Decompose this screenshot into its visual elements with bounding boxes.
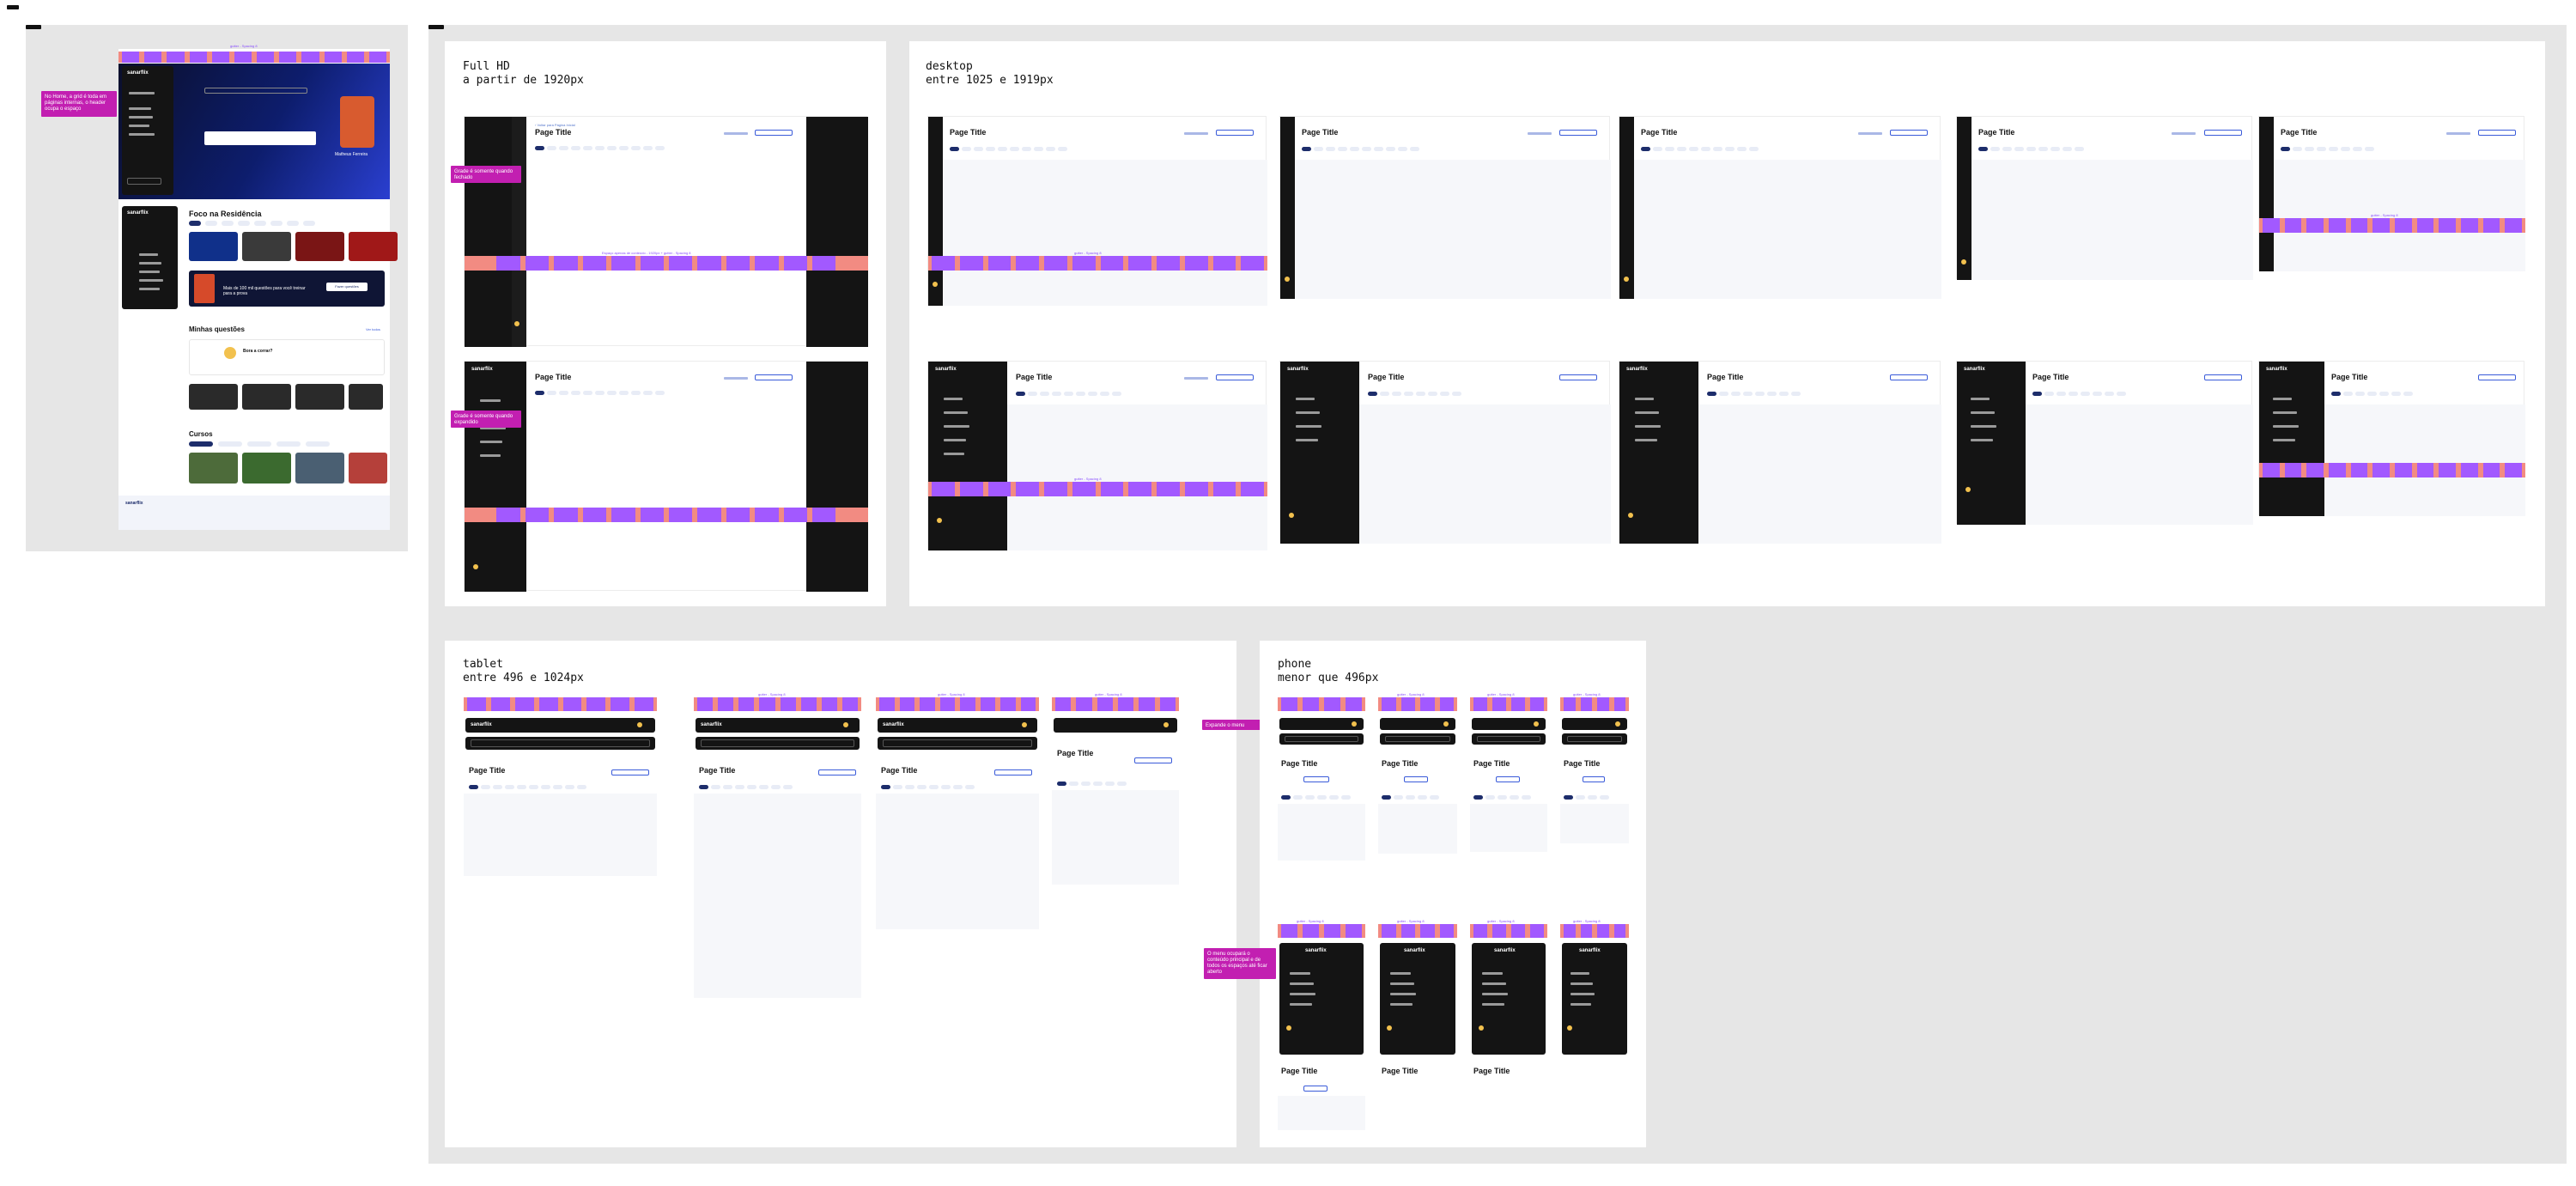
device-phone-5: gutter - Spacing 8 sanarflix Page Title xyxy=(1278,919,1365,1130)
device-desktop-10: sanarflix Page Title xyxy=(2258,361,2525,516)
cursos-cards xyxy=(189,453,387,484)
frame-label-breakpoints xyxy=(428,25,444,29)
questoes-cards xyxy=(189,384,383,410)
frame-label-home xyxy=(26,25,41,29)
gutter-label: gutter - Spacing 8 xyxy=(230,44,258,48)
note-left: No Home, a grid é toda em páginas intern… xyxy=(41,91,117,117)
sidebar: sanarflix xyxy=(122,66,173,195)
device-phone-4: gutter - Spacing 8 Page Title xyxy=(1560,692,1629,843)
premium-button[interactable] xyxy=(127,178,161,185)
home-mockup: gutter - Spacing 8 sanarflix Matheus Fer… xyxy=(118,44,398,530)
device-desktop-3: Page Title xyxy=(1619,116,1941,299)
note-phone: O menu ocupará o conteúdo principal e de… xyxy=(1204,948,1276,979)
section-questoes: Minhas questões xyxy=(189,325,245,333)
device-desktop-6: sanarflix Page Title gutter - Spacing 8 xyxy=(927,361,1267,550)
title-phone: phone menor que 496px xyxy=(1278,658,1379,684)
device-tablet-3: gutter - Spacing 8 sanarflix Page Title xyxy=(876,692,1039,929)
logo[interactable]: sanarflix xyxy=(127,70,149,76)
see-all-link[interactable]: Ver todos xyxy=(366,327,380,331)
note-fullhd-1: Grade é somente quando fechado xyxy=(451,166,521,183)
device-phone-3: gutter - Spacing 8 Page Title xyxy=(1470,692,1547,852)
device-phone-1: Page Title xyxy=(1278,697,1365,861)
device-phone-2: gutter - Spacing 8 Page Title xyxy=(1378,692,1457,854)
sidebar-expanded: sanarflix xyxy=(122,206,178,309)
device-tablet-1: sanarflix Page Title xyxy=(464,697,657,876)
link-button[interactable] xyxy=(724,132,748,135)
avatar xyxy=(340,96,374,148)
frame-tag xyxy=(7,5,19,9)
device-tablet-4: gutter - Spacing 8 Page Title xyxy=(1052,692,1179,885)
device-desktop-1: Page Title gutter - Spacing 8 xyxy=(927,116,1267,306)
section-cursos: Cursos xyxy=(189,430,213,438)
primary-button[interactable] xyxy=(755,130,793,136)
device-fullhd-collapsed: ‹ Voltar para Página Inicial Page Title … xyxy=(464,116,868,347)
note-fullhd-2: Grade é somente quando expandido xyxy=(451,411,521,428)
footer: sanarflix xyxy=(118,496,390,530)
hero-card[interactable] xyxy=(204,131,316,145)
emoji-icon xyxy=(224,347,236,359)
title-desktop: desktop entre 1025 e 1919px xyxy=(926,60,1054,87)
device-desktop-8: sanarflix Page Title xyxy=(1619,361,1941,544)
foco-cards xyxy=(189,232,398,261)
promo-banner: Mais de 100 mil questões para você trein… xyxy=(189,271,385,307)
device-desktop-7: sanarflix Page Title xyxy=(1279,361,1611,544)
hero-name: Matheus Ferreira xyxy=(335,152,368,157)
section-foco: Foco na Residência xyxy=(189,210,262,218)
device-desktop-4: Page Title xyxy=(1956,116,2253,280)
device-phone-8: gutter - Spacing 8 sanarflix xyxy=(1560,919,1629,1061)
device-fullhd-expanded: sanarflix Page Title xyxy=(464,361,868,592)
device-desktop-5: Page Title gutter - Spacing 8 xyxy=(2258,116,2525,271)
promo-button[interactable]: Fazer questões xyxy=(326,283,368,291)
foco-tabs[interactable] xyxy=(189,221,315,226)
hero-search-input[interactable] xyxy=(204,88,307,94)
home-gutter-band xyxy=(118,52,390,63)
title-full-hd: Full HD a partir de 1920px xyxy=(463,60,584,87)
device-tablet-2: gutter - Spacing 8 sanarflix Page Title xyxy=(694,692,861,998)
device-desktop-9: sanarflix Page Title xyxy=(1956,361,2253,525)
device-phone-7: gutter - Spacing 8 sanarflix Page Title xyxy=(1470,919,1547,1079)
device-desktop-2: Page Title xyxy=(1279,116,1611,299)
device-phone-6: gutter - Spacing 8 sanarflix Page Title xyxy=(1378,919,1457,1079)
empty-state: Bora a corrar? xyxy=(189,339,385,375)
title-tablet: tablet entre 496 e 1024px xyxy=(463,658,584,684)
cursos-tabs[interactable] xyxy=(189,441,330,447)
